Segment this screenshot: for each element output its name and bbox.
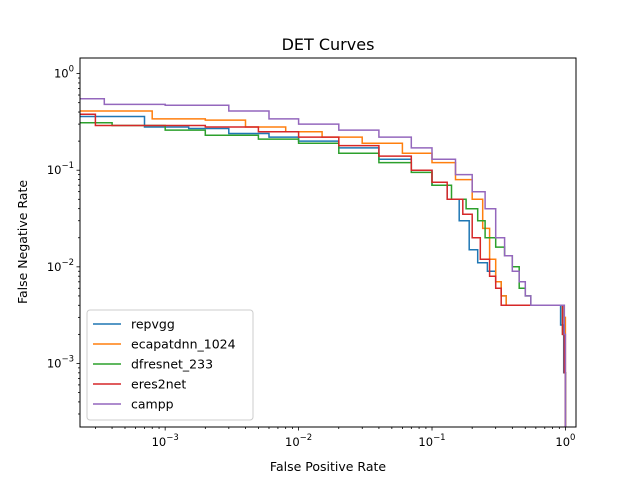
x-tick-label-1-exponent: −2 (300, 433, 313, 443)
x-tick-label-0-exponent: −3 (166, 433, 179, 443)
x-tick-label-3: 100 (555, 433, 575, 449)
y-tick-label-2: 10−1 (47, 161, 74, 177)
legend-label-eres2net: eres2net (131, 377, 186, 392)
y-tick-label-3-base: 10 (54, 67, 69, 81)
x-tick-label-2-base: 10 (418, 435, 433, 449)
legend-label-campp: campp (131, 397, 174, 412)
x-tick-label-3-base: 10 (555, 435, 570, 449)
y-tick-label-0: 10−3 (47, 354, 74, 370)
legend-label-dfresnet_233: dfresnet_233 (131, 357, 213, 372)
x-tick-label-1: 10−2 (285, 433, 312, 449)
x-tick-label-2-exponent: −1 (433, 433, 446, 443)
series-layer (80, 97, 567, 427)
x-axis-ticks: 10−3 10−2 10−1 100 (94, 427, 575, 449)
x-tick-label-0-base: 10 (152, 435, 167, 449)
y-axis-label: False Negative Rate (15, 180, 30, 304)
x-tick-label-0: 10−3 (152, 433, 179, 449)
y-tick-label-3: 100 (54, 65, 74, 81)
series-line-campp (80, 97, 567, 427)
x-tick-label-2: 10−1 (418, 433, 445, 449)
y-tick-label-2-base: 10 (47, 163, 62, 177)
y-tick-label-2-exponent: −1 (61, 161, 74, 171)
legend-box (86, 309, 254, 421)
chart-title: DET Curves (282, 35, 375, 54)
x-tick-label-3-exponent: 0 (570, 433, 575, 443)
y-tick-label-3-exponent: 0 (69, 65, 74, 75)
legend: repvgg ecapatdnn_1024 dfresnet_233 eres2net… (86, 309, 254, 421)
legend-label-ecapatdnn_1024: ecapatdnn_1024 (131, 337, 236, 352)
y-tick-label-0-exponent: −3 (61, 354, 74, 364)
y-tick-label-1-exponent: −2 (61, 258, 74, 268)
y-tick-label-1-base: 10 (47, 260, 62, 274)
legend-label-repvgg: repvgg (131, 317, 175, 332)
y-tick-label-1: 10−2 (47, 258, 74, 274)
plot-frame (79, 57, 577, 428)
x-axis-label: False Positive Rate (270, 459, 386, 474)
x-tick-label-1-base: 10 (285, 435, 300, 449)
y-tick-label-0-base: 10 (47, 356, 62, 370)
